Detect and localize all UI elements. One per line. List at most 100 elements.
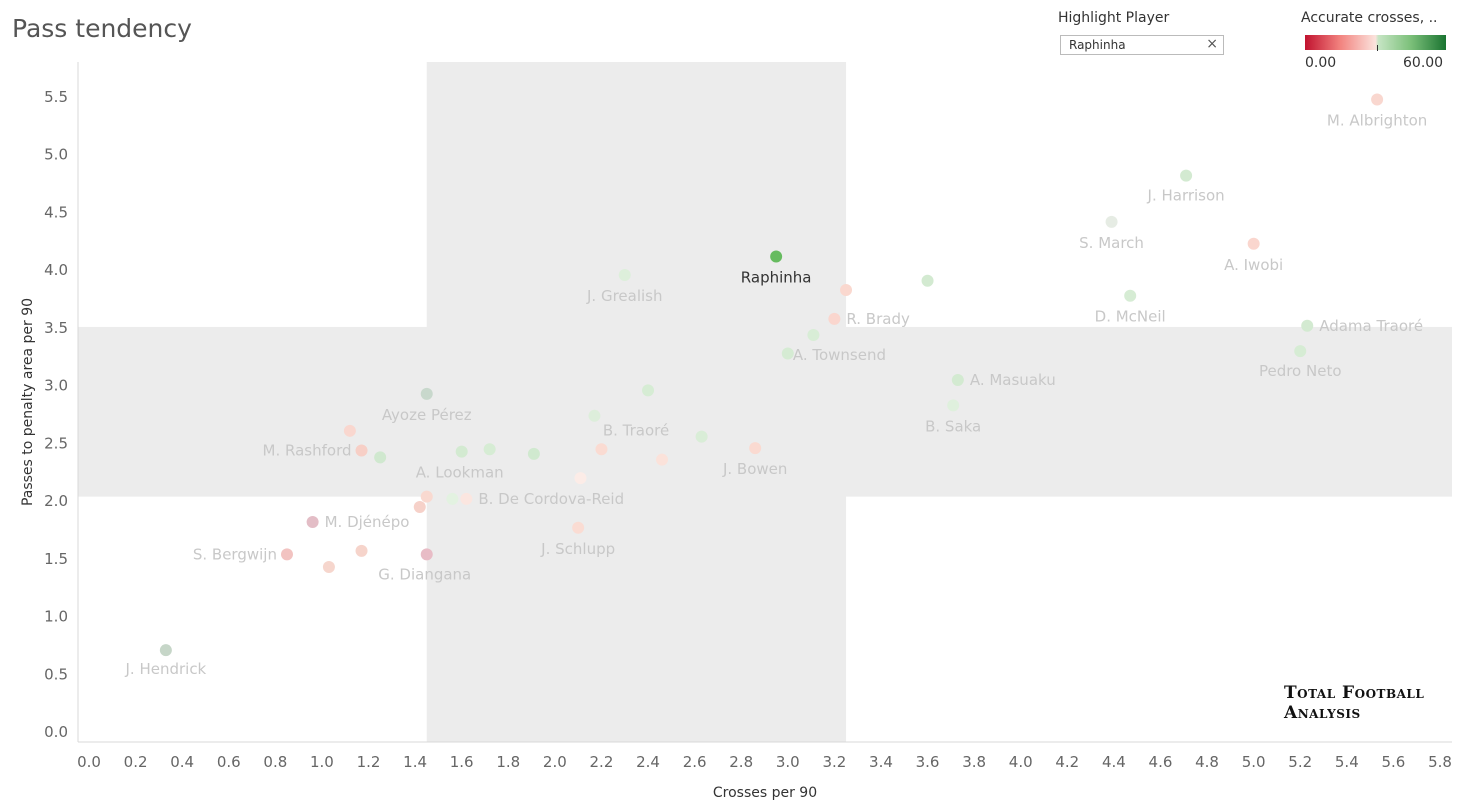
data-point <box>413 501 426 514</box>
data-point <box>420 490 433 503</box>
point-label: J. Schlupp <box>540 540 615 558</box>
point-label: M. Rashford <box>263 441 352 459</box>
data-point <box>483 443 496 456</box>
x-tick-label: 2.4 <box>636 753 660 771</box>
data-point <box>595 443 608 456</box>
x-tick-label: 0.4 <box>170 753 194 771</box>
y-reference-band <box>78 326 1452 497</box>
x-tick-label: 3.6 <box>916 753 940 771</box>
x-tick-label: 4.0 <box>1009 753 1033 771</box>
data-point <box>828 312 841 325</box>
data-point <box>695 430 708 443</box>
data-point <box>618 268 631 281</box>
point-label: D. McNeil <box>1095 308 1166 326</box>
data-point <box>572 521 585 534</box>
data-point <box>1180 169 1193 182</box>
highlight-player-input[interactable]: Raphinha × <box>1060 35 1224 55</box>
legend-min: 0.00 <box>1305 55 1337 71</box>
point-label: A. Iwobi <box>1224 256 1283 274</box>
data-point <box>947 399 960 412</box>
point-label: Pedro Neto <box>1259 362 1342 380</box>
x-tick-label: 1.4 <box>403 753 427 771</box>
highlight-player-value: Raphinha <box>1069 38 1126 52</box>
data-point <box>460 492 473 505</box>
point-label: B. Saka <box>925 417 981 435</box>
y-tick-label: 4.5 <box>44 203 68 221</box>
y-tick-label: 3.0 <box>44 377 68 395</box>
point-label: Adama Traoré <box>1319 317 1423 335</box>
x-tick-label: 5.4 <box>1335 753 1359 771</box>
point-label: Ayoze Pérez <box>382 406 472 424</box>
point-label: A. Townsend <box>793 346 886 364</box>
point-label: Raphinha <box>741 268 812 286</box>
data-point <box>455 445 468 458</box>
x-tick-label: 1.0 <box>310 753 334 771</box>
x-tick-label: 2.0 <box>543 753 567 771</box>
data-point <box>306 516 319 529</box>
point-label: M. Albrighton <box>1327 111 1427 129</box>
data-point <box>159 644 172 657</box>
highlight-player-label: Highlight Player <box>1058 10 1170 26</box>
point-label: R. Brady <box>846 310 910 328</box>
data-point <box>1301 319 1314 332</box>
x-tick-label: 3.4 <box>869 753 893 771</box>
x-tick-label: 3.0 <box>776 753 800 771</box>
data-point <box>574 472 587 485</box>
data-point <box>951 374 964 387</box>
clear-icon[interactable]: × <box>1206 36 1218 52</box>
x-tick-label: 5.6 <box>1381 753 1405 771</box>
x-tick-label: 3.8 <box>962 753 986 771</box>
y-tick-label: 1.5 <box>44 550 68 568</box>
data-point <box>446 492 459 505</box>
data-point <box>656 453 669 466</box>
data-point <box>1371 93 1384 106</box>
point-label: A. Masuaku <box>970 371 1056 389</box>
x-tick-label: 4.6 <box>1149 753 1173 771</box>
y-tick-label: 0.0 <box>44 723 68 741</box>
data-point <box>343 424 356 437</box>
x-tick-label: 4.8 <box>1195 753 1219 771</box>
x-tick-label: 0.0 <box>77 753 101 771</box>
data-point <box>355 444 368 457</box>
x-tick-label: 2.2 <box>590 753 614 771</box>
y-tick-label: 0.5 <box>44 665 68 683</box>
data-point <box>921 274 934 287</box>
x-tick-label: 2.6 <box>683 753 707 771</box>
data-point <box>322 561 335 574</box>
data-point <box>420 548 433 561</box>
data-point <box>781 347 794 360</box>
x-tick-label: 1.2 <box>357 753 381 771</box>
data-point <box>420 387 433 400</box>
data-point <box>588 409 601 422</box>
y-tick-label: 1.0 <box>44 608 68 626</box>
data-point <box>1105 215 1118 228</box>
point-label: B. Traoré <box>603 421 669 439</box>
x-tick-label: 0.8 <box>263 753 287 771</box>
point-label: J. Bowen <box>722 460 787 478</box>
legend-marker <box>1377 45 1378 51</box>
x-tick-label: 0.6 <box>217 753 241 771</box>
y-tick-label: 5.0 <box>44 146 68 164</box>
color-legend-bar <box>1305 35 1446 50</box>
point-label: B. De Cordova-Reid <box>478 490 624 508</box>
y-tick-label: 2.0 <box>44 492 68 510</box>
data-point <box>1247 237 1260 250</box>
data-point <box>840 283 853 296</box>
x-tick-label: 2.8 <box>729 753 753 771</box>
y-axis-title: Passes to penalty area per 90 <box>20 298 36 506</box>
x-tick-label: 5.8 <box>1428 753 1452 771</box>
x-tick-label: 1.8 <box>496 753 520 771</box>
x-tick-label: 3.2 <box>822 753 846 771</box>
x-tick-label: 1.6 <box>450 753 474 771</box>
data-point <box>1124 289 1137 302</box>
legend-max: 60.00 <box>1403 55 1444 71</box>
y-tick-label: 3.5 <box>44 319 68 337</box>
page-title: Pass tendency <box>12 14 192 43</box>
y-tick-label: 5.5 <box>44 88 68 106</box>
point-label: S. March <box>1079 234 1144 252</box>
data-point <box>355 544 368 557</box>
brand-logo: Total Football Analysis <box>1284 683 1425 723</box>
data-point <box>807 328 820 341</box>
point-label: A. Lookman <box>416 464 504 482</box>
